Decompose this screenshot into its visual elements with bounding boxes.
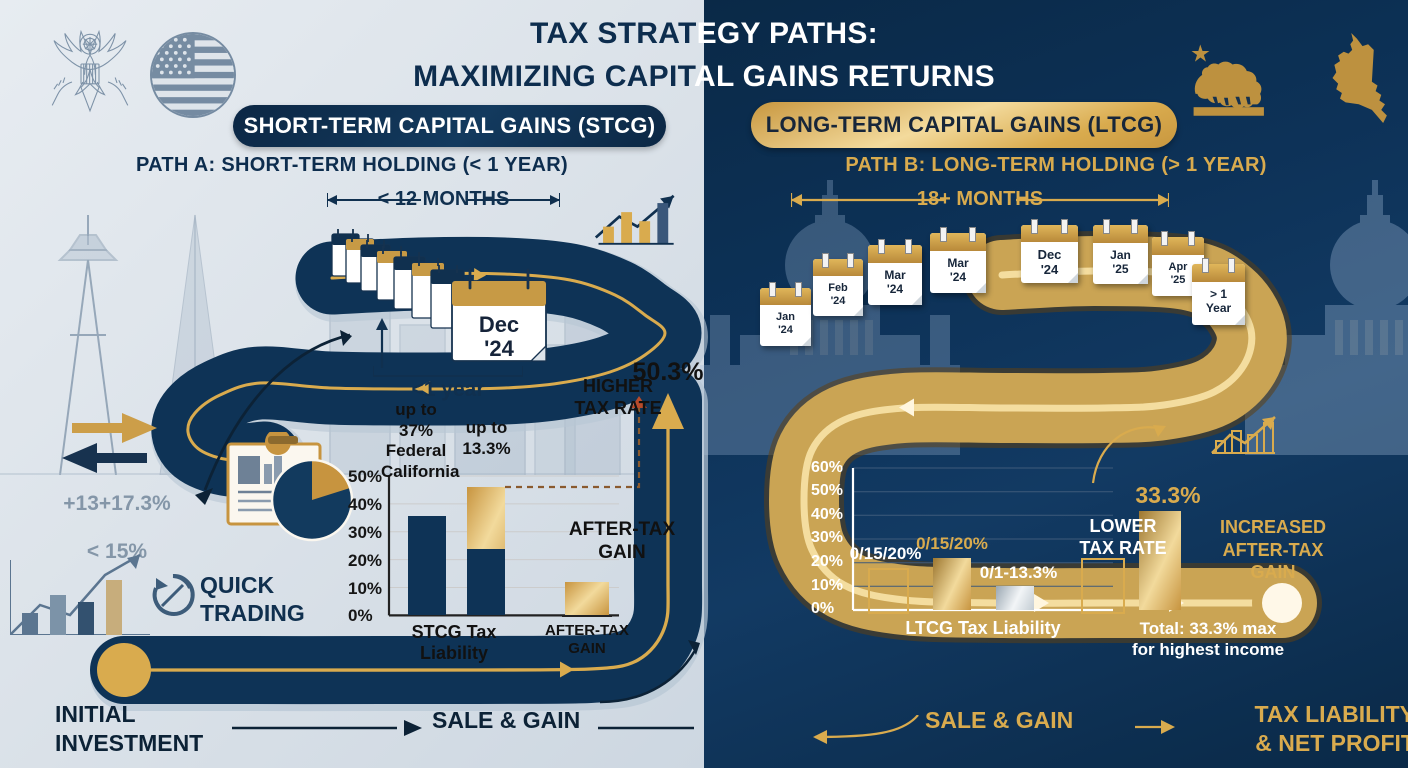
svg-text:'24: '24 bbox=[484, 336, 514, 361]
svg-text:Dec: Dec bbox=[479, 312, 519, 337]
